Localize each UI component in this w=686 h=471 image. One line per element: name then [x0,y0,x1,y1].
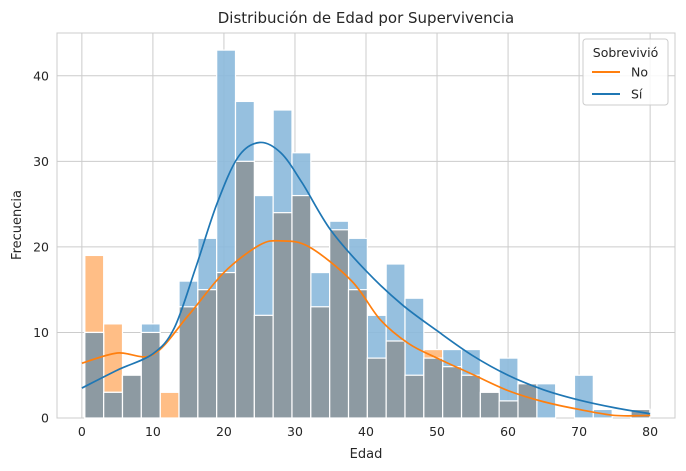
y-tick-label: 10 [33,325,49,340]
y-axis-label: Frecuencia [10,190,25,260]
bar-overlap [423,357,444,419]
y-tick-label: 30 [33,154,49,169]
bar-overlap [216,271,237,419]
legend-title: Sobrevivió [593,45,658,60]
bar-overlap [140,331,161,419]
x-tick-labels: 0 10 20 30 40 50 60 70 80 [78,424,658,439]
x-tick-label: 0 [78,424,86,439]
bar-overlap [385,340,406,419]
x-tick-label: 50 [429,424,445,439]
kde-lines [81,141,651,417]
bar-overlap [121,374,142,419]
legend-box [582,38,669,106]
bar-overlap [366,357,387,419]
bar-overlap [310,306,331,419]
kde-line-no [81,239,651,417]
bar-overlap [498,400,519,419]
bar-overlap [84,331,105,419]
bar-overlap [479,391,500,419]
x-tick-label: 80 [642,424,658,439]
legend-label-si: Sí [631,87,643,102]
y-tick-label: 0 [41,411,49,426]
legend: Sobrevivió No Sí [582,38,669,106]
bar-overlap [291,194,312,419]
bar-overlap [253,314,274,419]
bar-no [159,391,180,419]
bar-overlap [329,229,350,419]
x-tick-label: 40 [358,424,374,439]
x-tick-label: 20 [216,424,232,439]
chart-title: Distribución de Edad por Supervivencia [218,9,514,27]
bar-overlap [442,366,463,419]
bar-overlap [234,160,255,419]
y-tick-label: 20 [33,239,49,254]
y-tick-label: 40 [33,68,49,83]
y-tick-labels: 0 10 20 30 40 [33,68,49,425]
x-tick-label: 70 [571,424,587,439]
bar-overlap [103,391,124,419]
bar-overlap [404,374,425,419]
legend-label-no: No [631,65,648,80]
kde-line-si [81,141,651,415]
bar-overlap [197,289,218,419]
bar-overlap [272,212,293,419]
bar-si [573,374,594,419]
x-tick-label: 60 [500,424,516,439]
x-tick-label: 30 [287,424,303,439]
bar-overlap [517,383,538,419]
x-axis-label: Edad [350,447,383,462]
x-tick-label: 10 [145,424,161,439]
bar-overlap [347,289,368,419]
bar-overlap [460,374,481,419]
